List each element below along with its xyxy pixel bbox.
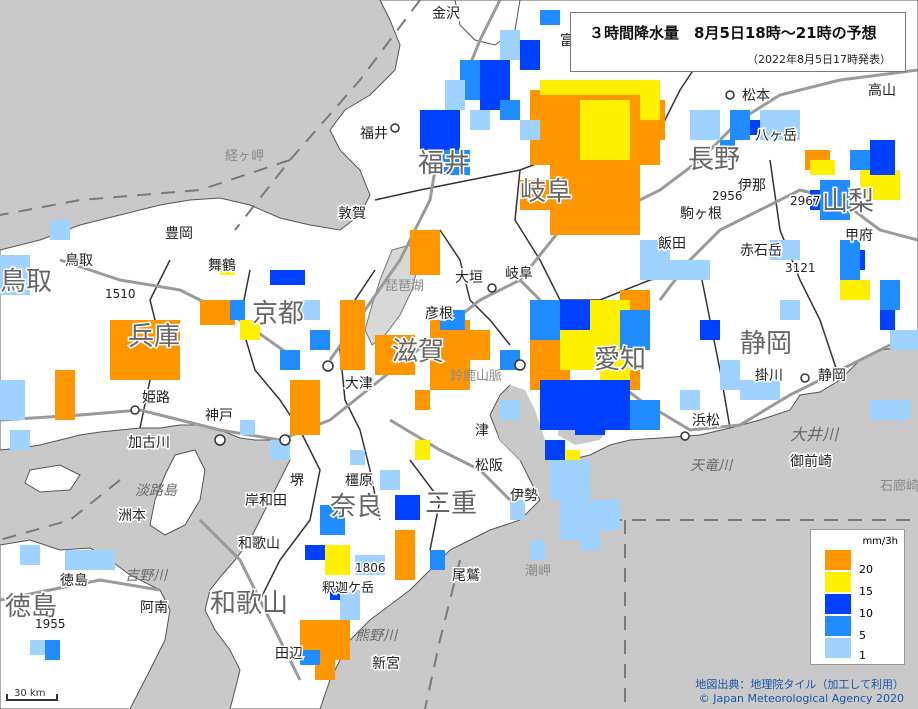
pref-label: 徳島: [5, 592, 57, 622]
city-label: 敦賀: [338, 206, 366, 222]
city-label: 神戸: [205, 408, 233, 424]
city-label: 伊勢: [510, 488, 538, 504]
city-label: 八ヶ岳: [755, 128, 797, 144]
city-label: 伊那: [738, 178, 766, 194]
copyright: © Japan Meteorological Agency 2020: [698, 692, 904, 705]
pref-label: 三重: [425, 489, 477, 519]
city-markers: [130, 90, 810, 446]
feature-label: 潮岬: [525, 564, 551, 579]
scale-label: 30 km: [14, 688, 46, 699]
city-label: 飯田: [658, 235, 686, 252]
legend-unit: mm/3h: [862, 536, 898, 547]
elevation-label: 2956: [712, 189, 743, 203]
feature-label: 釈迦ケ岳: [322, 581, 374, 596]
city-label: 津: [475, 423, 489, 439]
city-label: 鳥取: [65, 253, 93, 269]
legend-label: 5: [859, 629, 866, 642]
feature-label: 石廊崎: [880, 478, 918, 494]
city-label: 姫路: [142, 390, 170, 406]
pref-label: 和歌山: [210, 589, 288, 619]
city-label: 甲府: [845, 228, 873, 244]
feature-label: 天竜川: [690, 458, 734, 474]
legend-label: 15: [859, 585, 873, 598]
map-labels: 福井 岐阜 長野 山梨 京都 兵庫 滋賀 愛知 静岡 奈良 三重 和歌山 徳島 …: [0, 5, 918, 674]
city-label: 岐阜: [505, 265, 533, 282]
city-label: 赤石岳: [740, 243, 782, 259]
pref-label: 滋賀: [392, 337, 444, 367]
legend-swatch: [825, 638, 851, 658]
city-label: 高山: [868, 82, 896, 99]
city-label: 大津: [345, 376, 373, 392]
title-box: ３時間降水量 8月5日18時～21時の予想 （2022年8月5日17時発表）: [570, 12, 906, 72]
city-label: 田辺: [275, 646, 303, 662]
legend-swatch: [825, 616, 851, 636]
elevation-label: 2967: [790, 194, 821, 208]
pref-label: 福井: [418, 149, 470, 179]
elevation-label: 1955: [35, 617, 66, 631]
city-label: 新宮: [372, 656, 400, 672]
city-label: 岸和田: [245, 493, 287, 509]
issue-time: （2022年8月5日17時発表）: [747, 53, 891, 66]
city-label: 彦根: [425, 306, 453, 322]
legend-label: 10: [859, 607, 873, 620]
city-label: 大垣: [455, 270, 483, 286]
legend-swatch: [825, 594, 851, 614]
elevation-label: 3121: [785, 261, 816, 275]
city-label: 駒ヶ根: [680, 206, 722, 222]
city-label: 徳島: [60, 573, 88, 589]
city-label: 掛川: [755, 368, 783, 384]
legend-label: 20: [859, 563, 873, 576]
city-label: 洲本: [118, 508, 146, 524]
pref-label: 鳥取: [0, 267, 52, 297]
pref-label: 静岡: [740, 329, 792, 359]
map-title: ３時間降水量 8月5日18時～21時の予想: [589, 24, 877, 42]
scale-bar: 30 km: [6, 688, 58, 701]
city-label: 福井: [360, 126, 388, 142]
legend-label: 1: [859, 649, 866, 662]
city-label: 堺: [290, 473, 304, 489]
city-label: 尾鷲: [452, 568, 480, 584]
feature-label: 鈴鹿山脈: [450, 368, 502, 384]
legend-swatch: [825, 572, 851, 592]
feature-label: 淡路島: [135, 483, 178, 499]
elevation-label: 1510: [105, 287, 136, 301]
city-label: 舞鶴: [208, 257, 236, 274]
city-label: 豊岡: [165, 226, 193, 242]
city-label: 松阪: [475, 458, 503, 474]
city-label: 御前崎: [790, 453, 832, 470]
city-label: 阿南: [140, 600, 168, 616]
land-awaji: [149, 449, 206, 536]
elevation-label: 1806: [355, 561, 386, 575]
city-label: 静岡: [818, 368, 846, 384]
city-label: 橿原: [345, 473, 373, 489]
legend: mm/3h 20 15 10 5 1: [810, 529, 905, 665]
feature-label: 熊野川: [355, 628, 399, 644]
pref-label: 愛知: [594, 345, 646, 375]
city-label: 金沢: [432, 6, 460, 22]
pref-label: 長野: [688, 145, 740, 175]
legend-swatch: [825, 550, 851, 570]
precipitation-cells: [0, 10, 918, 680]
city-label: 浜松: [692, 413, 720, 429]
city-label: 松本: [742, 88, 770, 104]
tile-credit: 地図出典：地理院タイル（加工して利用）: [695, 678, 904, 691]
city-label: 加古川: [128, 435, 170, 451]
pref-label: 奈良: [330, 492, 382, 522]
city-label: 和歌山: [238, 536, 280, 552]
pref-label: 山梨: [822, 187, 874, 217]
pref-label: 兵庫: [128, 322, 180, 352]
pref-label: 岐阜: [520, 177, 572, 207]
scale-line: [6, 694, 58, 701]
feature-label: 経ヶ岬: [225, 149, 264, 164]
land-island: [24, 464, 81, 493]
feature-label: 琵琶湖: [385, 279, 424, 294]
feature-label: 吉野川: [125, 568, 169, 584]
pref-label: 京都: [252, 299, 304, 329]
feature-label: 大井川: [790, 425, 840, 444]
